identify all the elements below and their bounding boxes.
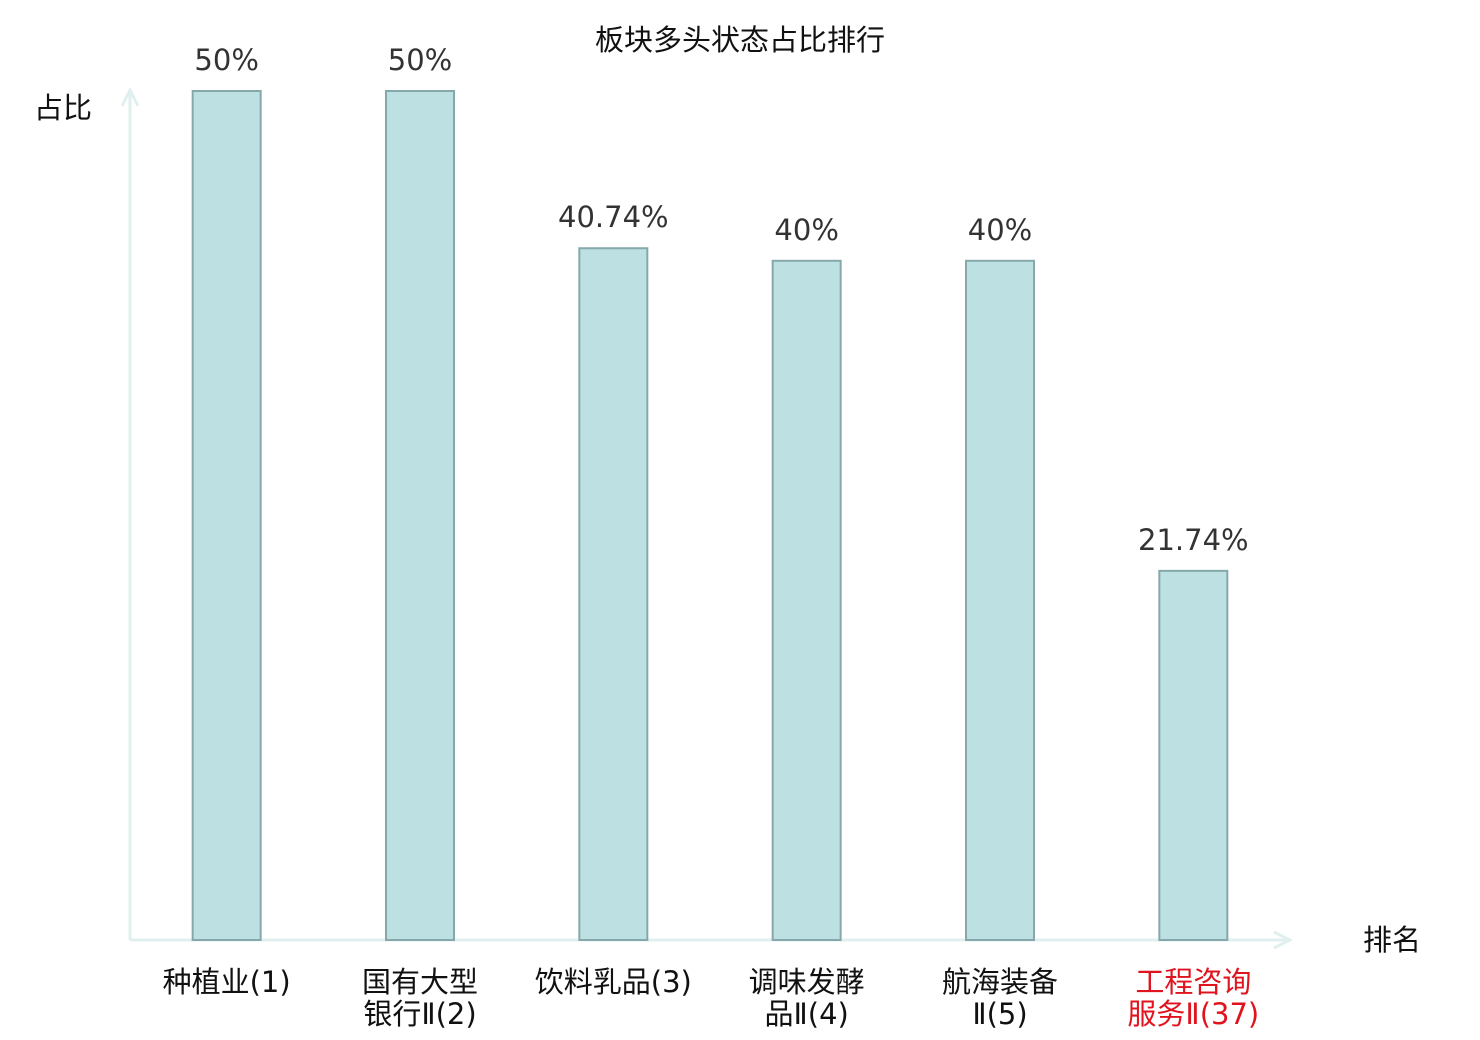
value-label: 50% — [388, 43, 452, 77]
x-tick-label: 工程咨询服务Ⅱ(37) — [1127, 965, 1259, 1031]
bar — [191, 90, 262, 941]
value-label: 50% — [194, 43, 258, 77]
value-label: 21.74% — [1138, 523, 1249, 557]
x-axis-label: 排名 — [1363, 923, 1421, 957]
x-tick-label: 国有大型银行Ⅱ(2) — [362, 965, 478, 1031]
value-label: 40% — [968, 213, 1032, 247]
x-tick-label: 调味发酵品Ⅱ(4) — [749, 965, 865, 1031]
x-tick-label: 航海装备 Ⅱ(5) — [942, 965, 1058, 1031]
bar — [771, 259, 842, 941]
bar — [965, 259, 1035, 941]
value-label: 40.74% — [558, 200, 669, 234]
bar — [385, 90, 455, 941]
y-axis-label: 占比 — [34, 91, 92, 125]
x-tick-label: 种植业(1) — [163, 965, 291, 999]
chart-title: 板块多头状态占比排行 — [595, 23, 885, 57]
bar — [578, 247, 649, 941]
bar — [1158, 569, 1229, 941]
x-tick-label: 饮料乳品(3) — [535, 965, 692, 999]
value-label: 40% — [774, 213, 838, 247]
